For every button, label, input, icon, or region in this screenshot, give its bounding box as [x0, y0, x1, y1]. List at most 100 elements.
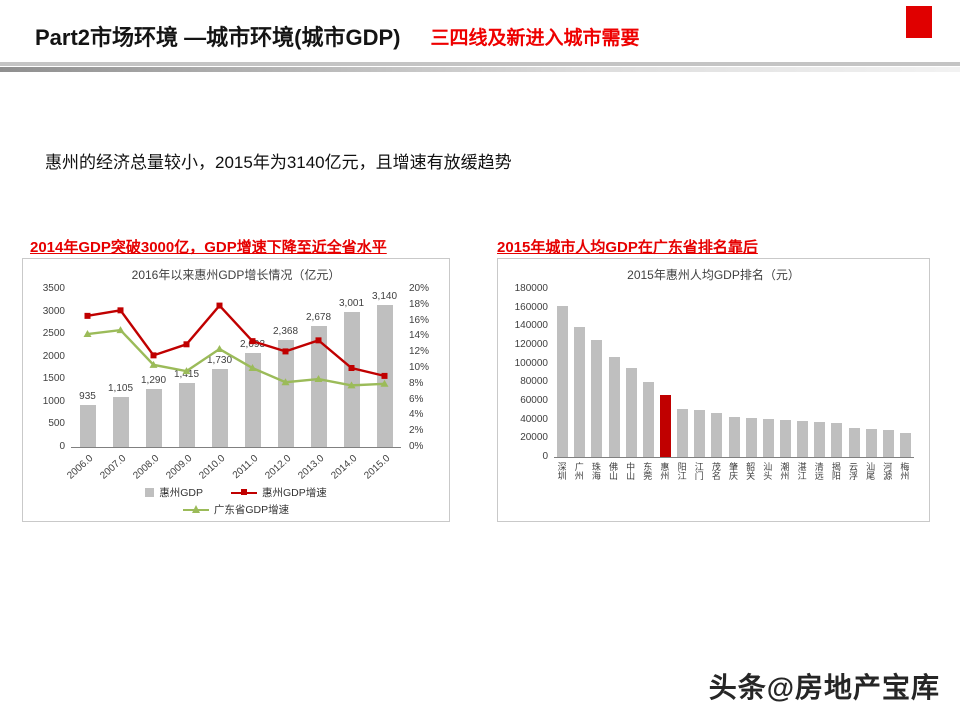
x-category-label: 江门: [693, 462, 704, 480]
pct-axis-tick-label: 20%: [409, 283, 430, 294]
corner-accent-block: [906, 6, 932, 38]
y-axis-tick-label: 3500: [42, 283, 65, 294]
gdp-bar: [145, 388, 162, 447]
y-axis-tick-label: 0: [59, 441, 65, 452]
gdp-bar-value-label: 3,001: [338, 297, 365, 309]
pct-axis-tick-label: 10%: [409, 362, 430, 373]
square-marker: [84, 312, 91, 319]
x-category-label: 珠海: [590, 462, 601, 480]
legend-item: 惠州GDP增速: [231, 485, 327, 500]
gdp-bar: [178, 383, 195, 447]
y-axis-tick-label: 80000: [520, 376, 548, 388]
y-axis-tick-label: 100000: [514, 357, 548, 369]
percapita-bar-chart: 2015年惠州人均GDP排名（元） 0 20000 40000 60000 80000 1…: [497, 258, 930, 522]
x-category-label: 2006.0: [64, 453, 95, 482]
city-bar: [745, 417, 757, 457]
square-marker: [150, 352, 157, 359]
x-category-label: 茂名: [710, 462, 721, 480]
square-marker: [117, 307, 124, 314]
triangle-marker: [116, 326, 125, 334]
gdp-bar: [79, 404, 96, 447]
city-bar: [779, 419, 791, 457]
pct-axis-tick-label: 16%: [409, 314, 430, 326]
city-bar: [797, 420, 809, 457]
x-category-label: 河源: [882, 462, 893, 480]
pct-axis-tick-label: 6%: [409, 393, 424, 405]
广东省GDP增速-line: [87, 328, 385, 387]
triangle-marker: [182, 367, 191, 375]
gdp-bar-value-label: 2,678: [305, 312, 332, 324]
left-chart-heading: 2014年GDP突破3000亿，GDP增速下降至近全省水平: [30, 239, 387, 256]
y-axis-tick-label: 3000: [42, 305, 65, 317]
city-bar: [848, 428, 860, 457]
x-category-label: 2011.0: [230, 453, 260, 482]
page-title-red: 三四线及新进入城市需要: [430, 28, 640, 49]
x-category-label: 2009.0: [163, 453, 194, 482]
x-category-label: 惠州: [659, 462, 670, 480]
gdp-bar: [112, 397, 129, 447]
city-bar: [574, 327, 586, 457]
x-category-label: 2010.0: [196, 453, 227, 482]
legend-row: 惠州GDP 惠州GDP增速: [23, 485, 449, 500]
x-category-label: 中山: [625, 462, 636, 480]
growth-lines-svg: [83, 302, 389, 389]
city-bar: [694, 410, 706, 457]
city-bar: [899, 432, 911, 457]
triangle-marker: [380, 379, 389, 387]
square-marker: [282, 348, 289, 355]
triangle-marker: [215, 345, 224, 353]
triangle-marker: [248, 364, 257, 371]
gdp-bar-value-label: 1,730: [206, 354, 233, 366]
x-category-label: 潮州: [779, 462, 790, 480]
city-bar: [677, 409, 689, 457]
x-category-label: 东莞: [642, 462, 653, 480]
percapita-bar-chart-title: 2015年惠州人均GDP排名（元）: [627, 268, 800, 282]
gdp-bar-value-label: 2,368: [272, 326, 299, 338]
legend-triangle-marker: [191, 505, 200, 513]
pct-axis-tick-label: 4%: [409, 409, 424, 421]
y-axis-tick-label: 40000: [520, 413, 548, 425]
city-bar: [711, 413, 723, 457]
gdp-bar: [244, 352, 261, 447]
title-divider-shadow: [0, 67, 960, 72]
city-bar: [882, 429, 894, 457]
x-category-label: 2015.0: [361, 453, 392, 482]
gdp-bar: [343, 311, 360, 447]
gdp-combo-chart-title: 2016年以来惠州GDP增长情况（亿元）: [131, 268, 341, 282]
legend-line-swatch: [182, 505, 209, 514]
y-axis-tick-label: 20000: [520, 432, 548, 444]
square-marker: [183, 341, 190, 348]
x-category-label: 2007.0: [97, 453, 128, 482]
y-axis-tick-label: 120000: [514, 339, 548, 350]
x-category-label: 肇庆: [728, 462, 738, 480]
x-category-label: 2013.0: [295, 453, 326, 482]
gdp-bar-value-label: 1,105: [107, 383, 134, 395]
triangle-marker: [314, 375, 323, 383]
x-category-label: 2008.0: [130, 453, 161, 482]
legend-item: 惠州GDP: [145, 485, 203, 500]
x-category-label: 汕尾: [865, 462, 876, 480]
city-bar: [591, 340, 603, 457]
legend-square-marker: [241, 489, 247, 495]
legend-bar-swatch: [145, 488, 155, 497]
legend-label: 广东省GDP增速: [213, 504, 290, 516]
x-axis-line: [71, 447, 401, 448]
highlighted-city-bar: [659, 395, 671, 457]
legend-label: 惠州GDP增速: [262, 487, 327, 499]
x-category-label: 2014.0: [328, 453, 359, 482]
gdp-bar: [211, 368, 228, 447]
square-marker: [249, 338, 256, 345]
gdp-bar: [310, 326, 327, 447]
惠州GDP增速-line: [87, 303, 385, 378]
page-title-main: Part2市场环境 —城市环境(城市GDP): [35, 25, 401, 50]
legend-label: 惠州GDP: [159, 487, 203, 499]
y-axis-tick-label: 160000: [514, 301, 548, 313]
x-category-label: 佛山: [608, 462, 618, 480]
y-axis-tick-label: 180000: [514, 283, 548, 294]
city-bar: [608, 357, 620, 457]
gdp-bar: [277, 340, 294, 447]
legend-item: 广东省GDP增速: [182, 502, 290, 517]
square-marker: [216, 302, 223, 309]
y-axis-tick-label: 2000: [42, 350, 65, 362]
